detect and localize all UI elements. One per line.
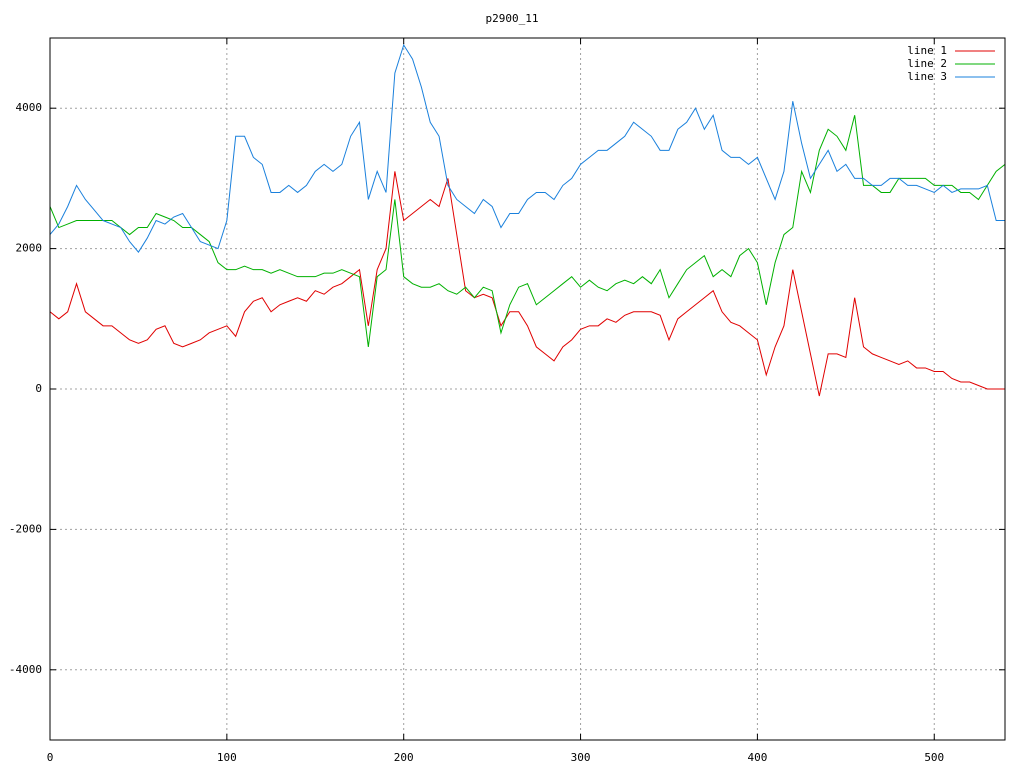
y-tick-label: 2000 [16, 242, 43, 255]
legend-label: line 3 [907, 70, 947, 83]
plot-border [49, 37, 1006, 741]
y-tick-label: 0 [35, 382, 42, 395]
x-tick-label: 200 [394, 751, 414, 764]
x-tick-label: 0 [47, 751, 54, 764]
legend-label: line 1 [907, 44, 947, 57]
x-tick-label: 300 [571, 751, 591, 764]
series-line [50, 115, 1005, 347]
legend-label: line 2 [907, 57, 947, 70]
y-tick-label: 4000 [16, 101, 43, 114]
y-tick-label: -4000 [9, 663, 42, 676]
chart-title: p2900_11 [486, 12, 539, 25]
series-line [50, 171, 1005, 397]
x-tick-label: 500 [924, 751, 944, 764]
x-tick-label: 400 [747, 751, 767, 764]
series-line [50, 43, 1005, 253]
x-tick-label: 100 [217, 751, 237, 764]
y-tick-label: -2000 [9, 522, 42, 535]
